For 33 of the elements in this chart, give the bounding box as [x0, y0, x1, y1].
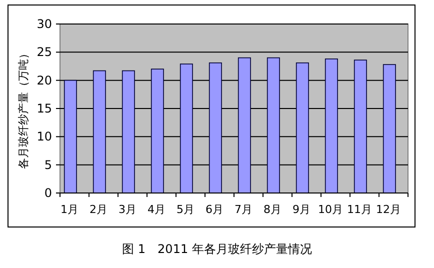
bar [354, 60, 367, 194]
y-tick-label: 25 [36, 45, 52, 60]
x-tick-label: 4月 [148, 203, 166, 216]
bar [266, 57, 280, 194]
y-tick-label: 15 [36, 102, 52, 116]
bar [296, 62, 309, 194]
x-tick-label: 3月 [118, 203, 136, 216]
x-tick-label: 2月 [90, 203, 108, 216]
x-tick-label: 9月 [292, 203, 310, 216]
y-tick-label: 30 [36, 17, 52, 31]
bar [238, 57, 251, 194]
y-axis-title: 各月玻纤纱产量（万吨） [17, 48, 30, 169]
x-tick-label: 12月 [376, 203, 401, 216]
text: 图 1 2011 年各月玻纤纱产量情况 [122, 242, 312, 256]
bar [150, 68, 164, 194]
bar [382, 64, 396, 194]
x-tick-label: 1月 [60, 203, 78, 216]
y-tick-label: 20 [36, 73, 52, 88]
bar [64, 80, 77, 194]
x-tick-label: 10月 [318, 203, 343, 216]
x-tick-label: 7月 [234, 203, 252, 216]
x-tick-label: 5月 [176, 203, 194, 216]
y-tick-label: 0 [44, 186, 52, 200]
bar [324, 58, 338, 194]
bar [92, 70, 106, 194]
bar [122, 70, 135, 194]
y-tick-label: 10 [36, 130, 52, 144]
x-tick-label: 6月 [206, 203, 224, 216]
bar [208, 62, 222, 194]
x-tick-label: 8月 [264, 203, 282, 216]
x-tick-label: 11月 [347, 203, 372, 216]
bar [180, 64, 193, 194]
y-tick-label: 5 [44, 158, 52, 172]
